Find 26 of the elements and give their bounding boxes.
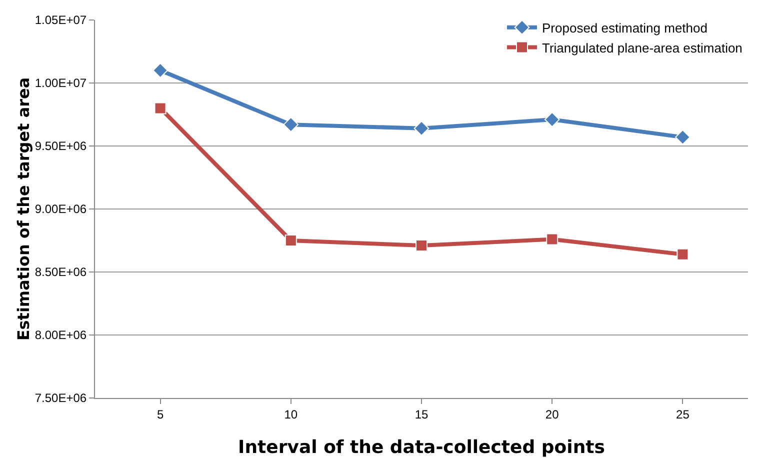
x-tick-label: 10 xyxy=(284,407,298,422)
x-tick-label: 15 xyxy=(414,407,428,422)
y-tick-label: 8.00E+06 xyxy=(34,328,87,342)
point xyxy=(544,112,560,128)
x-tick-label: 20 xyxy=(545,407,560,422)
point xyxy=(414,120,430,136)
point xyxy=(284,234,297,246)
point xyxy=(283,116,299,132)
y-tick-label: 7.50E+06 xyxy=(34,391,87,406)
point xyxy=(675,130,690,145)
legend-label: Triangulated plane-area estimation xyxy=(542,40,742,56)
x-tick-label: 5 xyxy=(156,407,164,422)
y-tick-label: 1.05E+07 xyxy=(34,13,87,28)
y-tick-label: 8.50E+06 xyxy=(34,265,87,280)
point xyxy=(416,240,428,252)
y-tick-label: 1.00E+07 xyxy=(34,76,87,90)
x-tick-label: 25 xyxy=(676,407,690,422)
point xyxy=(152,62,168,78)
legend-label: Proposed estimating method xyxy=(542,20,708,36)
point xyxy=(676,248,689,260)
x-axis-title: Interval of the data-collected points xyxy=(238,437,605,458)
y-axis-title: Estimation of the target area xyxy=(14,77,33,341)
y-tick-label: 9.50E+06 xyxy=(34,139,87,154)
point xyxy=(154,102,166,114)
y-tick-label: 9.00E+06 xyxy=(34,202,87,216)
point xyxy=(546,233,558,246)
